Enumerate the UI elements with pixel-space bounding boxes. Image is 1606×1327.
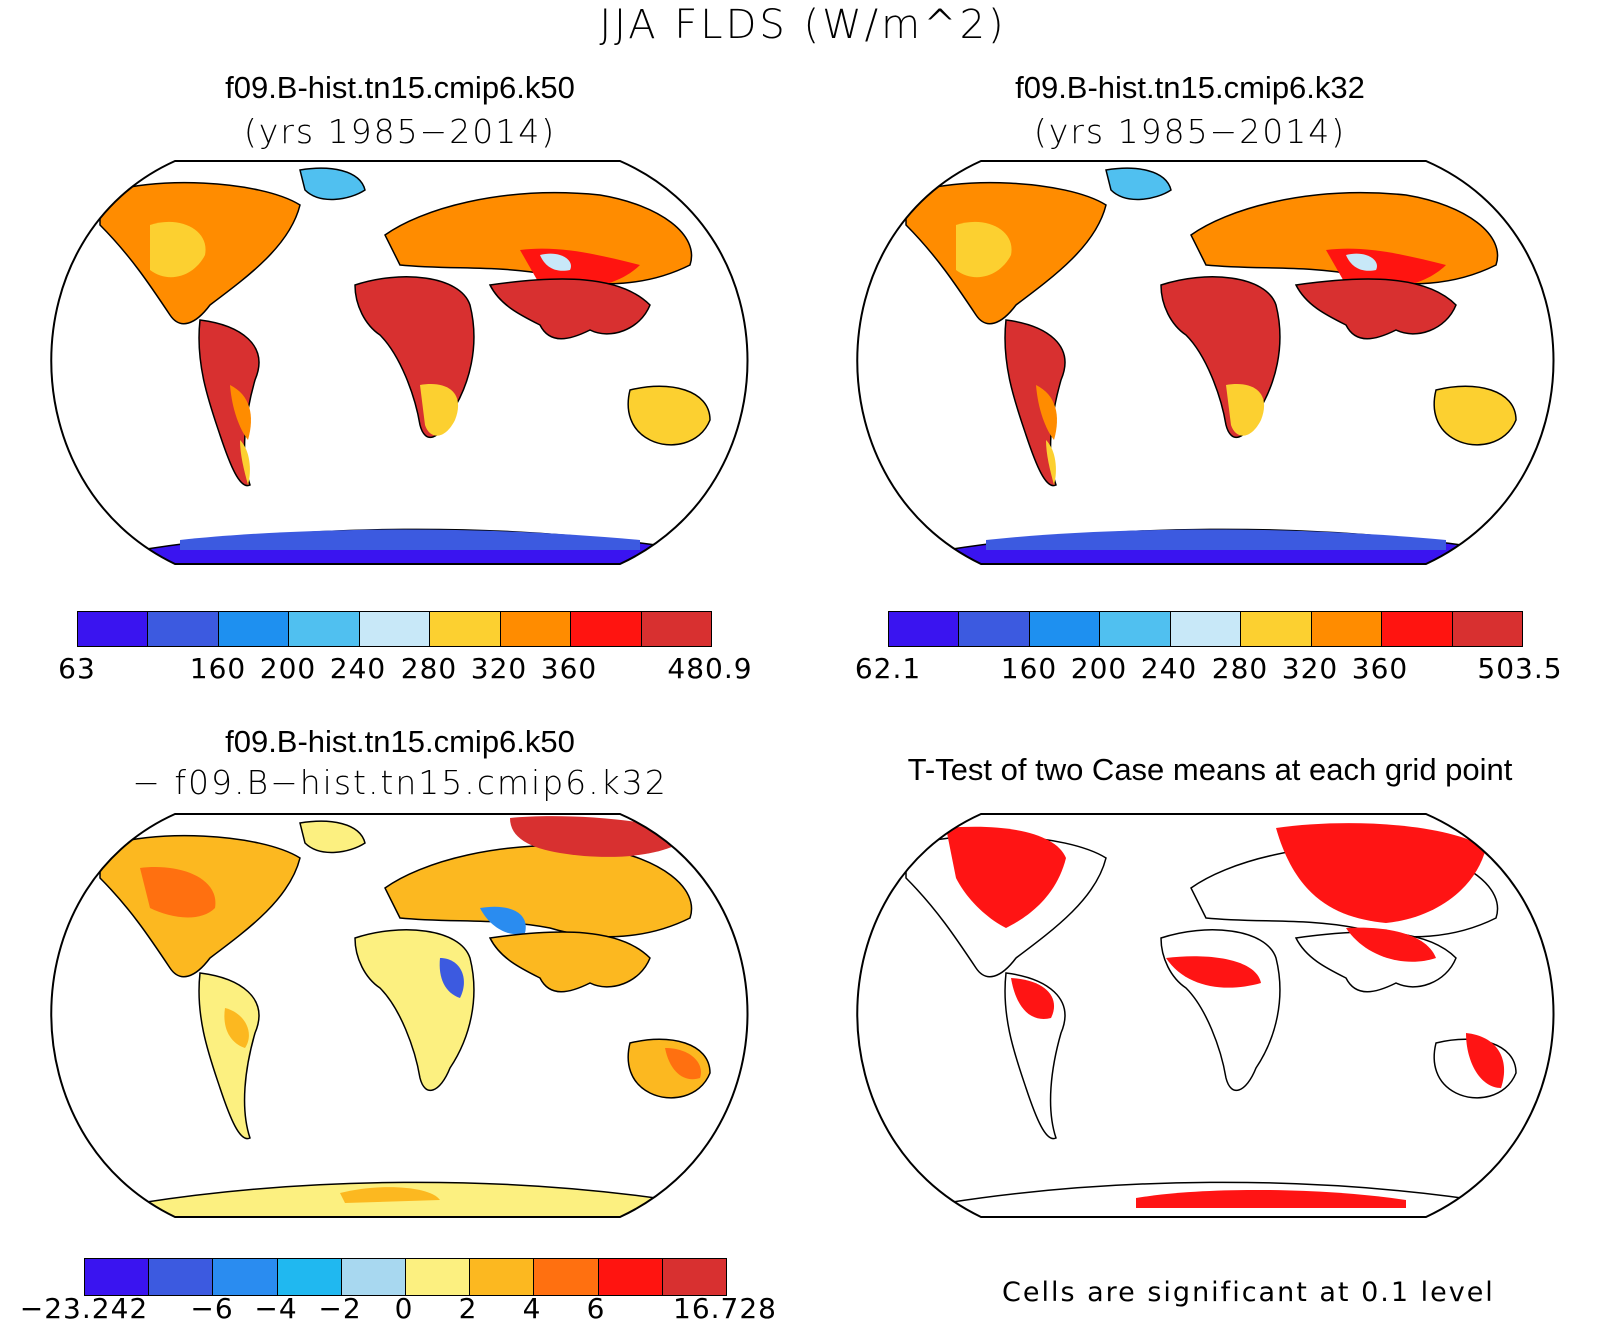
colorbar-swatch — [148, 612, 219, 646]
map-top-right — [856, 160, 1555, 565]
colorbar-swatch — [598, 1259, 663, 1295]
colorbar-label: 200 — [259, 652, 317, 685]
figure-title: JJA FLDS (W/m^2) — [599, 2, 1007, 48]
colorbar-swatch — [213, 1259, 278, 1295]
colorbar-label: 6 — [586, 1292, 606, 1325]
colorbar-label: 240 — [1140, 652, 1198, 685]
colorbar-label: −4 — [254, 1292, 298, 1325]
colorbar-label: 360 — [540, 652, 598, 685]
colorbar-label: 0 — [394, 1292, 414, 1325]
colorbar-swatch — [430, 612, 501, 646]
map-bottom-right — [856, 813, 1555, 1218]
colorbar-swatch — [218, 612, 290, 646]
colorbar-swatch — [1241, 612, 1312, 646]
colorbar-label: 280 — [400, 652, 458, 685]
panel-subtitle-top-left: (yrs 1985−2014) — [243, 112, 557, 151]
colorbar-label: 280 — [1211, 652, 1269, 685]
colorbar-swatch — [359, 612, 431, 646]
colorbar-label: 360 — [1351, 652, 1409, 685]
colorbar-label: 4 — [522, 1292, 542, 1325]
colorbar-label: 320 — [1281, 652, 1339, 685]
colorbar-swatch — [289, 612, 360, 646]
colorbar-swatch — [1170, 612, 1242, 646]
colorbar-swatch — [149, 1259, 214, 1295]
map-bottom-left — [50, 813, 749, 1218]
colorbar-swatch — [959, 612, 1030, 646]
colorbar-label: −6 — [190, 1292, 234, 1325]
colorbar-swatch — [85, 1259, 150, 1295]
colorbar-swatch — [470, 1259, 535, 1295]
colorbar-swatch — [889, 612, 960, 646]
colorbar-swatch — [1100, 612, 1171, 646]
colorbar-label: −2 — [318, 1292, 362, 1325]
colorbar-swatch — [1029, 612, 1101, 646]
colorbar-label: 63 — [58, 652, 96, 685]
colorbar-label: 160 — [189, 652, 247, 685]
colorbar-swatch — [78, 612, 149, 646]
colorbar-label: 240 — [329, 652, 387, 685]
colorbar-swatch — [641, 612, 711, 646]
colorbar-swatch — [1311, 612, 1383, 646]
colorbar-label: 480.9 — [667, 652, 753, 685]
panel-title-bottom-right: T-Test of two Case means at each grid po… — [907, 752, 1513, 787]
colorbar-label: 62.1 — [854, 652, 922, 685]
colorbar-top-left — [77, 611, 712, 647]
map-top-left — [50, 160, 749, 565]
colorbar-swatch — [571, 612, 642, 646]
colorbar-bottom-left — [84, 1258, 727, 1296]
colorbar-swatch — [277, 1259, 342, 1295]
colorbar-label: 2 — [458, 1292, 478, 1325]
colorbar-swatch — [662, 1259, 727, 1295]
colorbar-label: 503.5 — [1477, 652, 1563, 685]
panel-title-top-left: f09.B-hist.tn15.cmip6.k50 — [225, 70, 575, 105]
colorbar-swatch — [500, 612, 572, 646]
colorbar-label: −23.242 — [19, 1292, 149, 1325]
colorbar-swatch — [1382, 612, 1453, 646]
colorbar-label: 200 — [1070, 652, 1128, 685]
panel-title-top-right: f09.B-hist.tn15.cmip6.k32 — [1015, 70, 1365, 105]
colorbar-label: 160 — [1000, 652, 1058, 685]
colorbar-label: 320 — [470, 652, 528, 685]
colorbar-swatch — [534, 1259, 599, 1295]
colorbar-top-right — [888, 611, 1523, 647]
panel-subtitle-top-right: (yrs 1985−2014) — [1033, 112, 1347, 151]
panel-subtitle-bottom-left: − f09.B−hist.tn15.cmip6.k32 — [132, 763, 668, 802]
panel-title-bottom-left: f09.B-hist.tn15.cmip6.k50 — [225, 724, 575, 759]
colorbar-swatch — [1452, 612, 1522, 646]
colorbar-label: 16.728 — [673, 1292, 777, 1325]
colorbar-swatch — [406, 1259, 471, 1295]
significance-note: Cells are significant at 0.1 level — [1002, 1277, 1495, 1308]
colorbar-swatch — [341, 1259, 407, 1295]
